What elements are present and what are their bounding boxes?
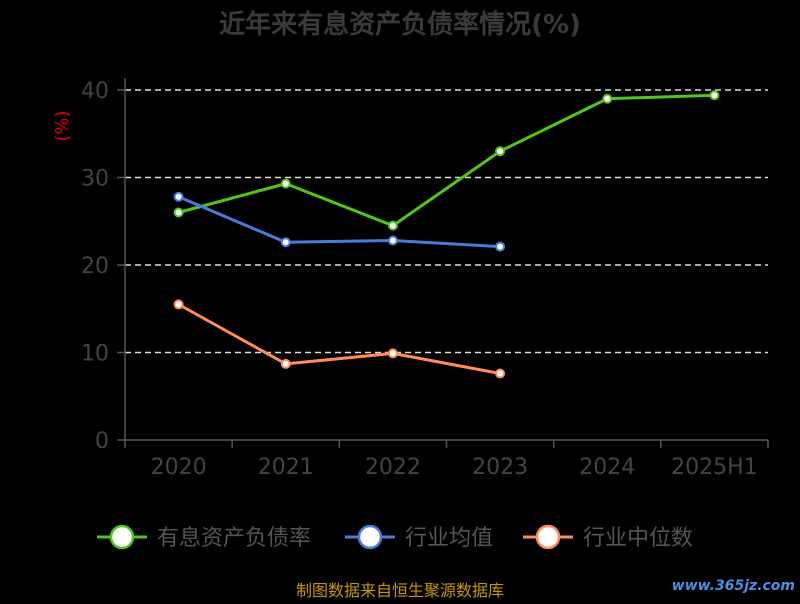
x-tick-label: 2021 (258, 455, 314, 480)
data-point[interactable] (387, 220, 398, 231)
series-line (177, 93, 716, 228)
data-point[interactable] (602, 93, 613, 104)
y-tick-label: 0 (95, 429, 109, 454)
series-layer (173, 90, 720, 379)
data-point[interactable] (173, 191, 184, 202)
x-tick-label: 2025H1 (671, 455, 758, 480)
x-tick-label: 2020 (151, 455, 207, 480)
data-point[interactable] (387, 348, 398, 359)
watermark: www.365jz.com (672, 578, 795, 594)
series-line (177, 195, 502, 249)
data-point[interactable] (280, 178, 291, 189)
chart-title: 近年来有息资产负债率情况(%) (219, 9, 581, 40)
data-point[interactable] (495, 368, 506, 379)
series-1 (173, 90, 720, 231)
y-tick-label: 30 (81, 167, 109, 192)
data-point[interactable] (709, 90, 720, 101)
series-line (177, 302, 502, 375)
y-tick-label: 10 (81, 342, 109, 367)
x-tick-label: 2023 (472, 455, 528, 480)
legend-item[interactable]: 行业均值 (345, 524, 493, 551)
y-tick-label: 40 (81, 79, 109, 104)
legend-marker (535, 524, 561, 550)
legend-item[interactable]: 行业中位数 (523, 524, 693, 551)
legend: 有息资产负债率 行业均值 行业中位数 (97, 524, 693, 551)
data-point[interactable] (495, 146, 506, 157)
y-axis-label: (%) (52, 110, 73, 141)
legend-label: 行业中位数 (583, 526, 693, 551)
x-tick-label: 2024 (579, 455, 635, 480)
legend-marker (109, 524, 135, 550)
source-note: 制图数据来自恒生聚源数据库 (296, 581, 504, 600)
series-2 (173, 191, 506, 252)
data-point[interactable] (280, 358, 291, 369)
data-point[interactable] (280, 237, 291, 248)
data-point[interactable] (387, 235, 398, 246)
data-point[interactable] (173, 207, 184, 218)
y-tick-label: 20 (81, 254, 109, 279)
data-point[interactable] (173, 299, 184, 310)
legend-label: 行业均值 (405, 526, 493, 551)
legend-item[interactable]: 有息资产负债率 (97, 524, 311, 551)
legend-label: 有息资产负债率 (157, 526, 311, 551)
grid-lines (125, 89, 768, 354)
y-axis: 0 10 20 30 40 (81, 78, 126, 454)
x-tick-label: 2022 (365, 455, 421, 480)
data-point[interactable] (495, 241, 506, 252)
legend-marker (357, 524, 383, 550)
x-axis: 2020 2021 2022 2023 2024 2025H1 (124, 439, 769, 480)
series-3 (173, 299, 506, 379)
